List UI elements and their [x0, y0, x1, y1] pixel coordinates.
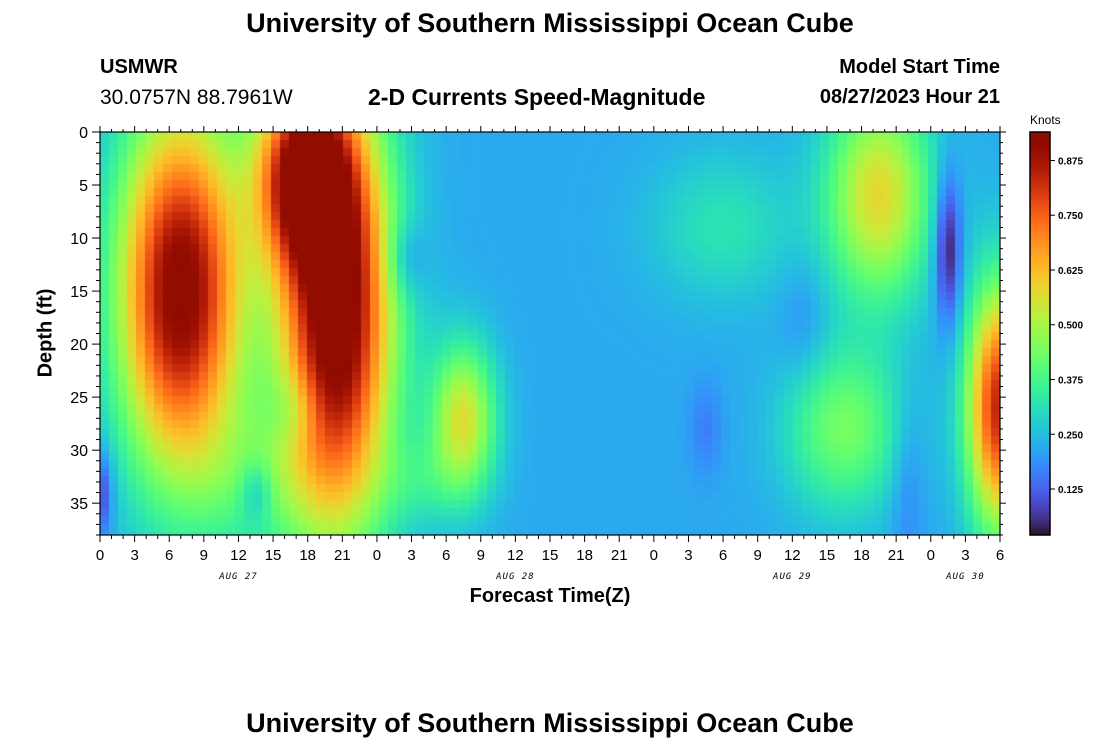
y-tick-label: 5	[79, 178, 88, 195]
x-tick-label: 6	[165, 547, 173, 564]
station-coordinates: 30.0757N 88.7961W	[100, 86, 293, 109]
speed-heatmap	[100, 132, 1000, 535]
x-axis: 0 3 6 9 12 15 18 21 0 3 6 9 12 15 18 21 0 3 6 9 12 15 18 21 0 3 6	[96, 126, 1004, 564]
colorbar-tick-label: 0.250	[1058, 430, 1083, 441]
x-tick-label: 15	[819, 547, 836, 564]
x-tick-label: 9	[477, 547, 485, 564]
colorbar-unit-label: Knots	[1030, 113, 1061, 127]
x-tick-label: 0	[650, 547, 658, 564]
date-labels: AUG 27 AUG 28 AUG 29 AUG 30	[218, 572, 985, 582]
x-tick-label: 18	[853, 547, 870, 564]
x-tick-label: 6	[442, 547, 450, 564]
station-id: USMWR	[100, 56, 178, 78]
x-tick-label: 6	[996, 547, 1004, 564]
date-label: AUG 28	[495, 572, 535, 582]
x-tick-label: 0	[927, 547, 935, 564]
y-axis: 0 5 10 15 20 25 30 35	[70, 125, 1006, 536]
y-axis-label: Depth (ft)	[34, 288, 57, 378]
date-label: AUG 29	[772, 572, 812, 582]
x-tick-label: 0	[373, 547, 381, 564]
x-tick-label: 3	[407, 547, 415, 564]
x-tick-label: 12	[230, 547, 247, 564]
colorbar-gradient	[1030, 132, 1050, 535]
chart-subtitle: 2-D Currents Speed-Magnitude	[368, 84, 706, 110]
x-tick-label: 12	[507, 547, 524, 564]
plot-border	[99, 131, 1001, 536]
x-tick-label: 3	[961, 547, 969, 564]
colorbar-border	[1029, 131, 1051, 536]
y-tick-label: 35	[70, 496, 88, 513]
x-tick-label: 6	[719, 547, 727, 564]
colorbar-axis: 0.125 0.250 0.375 0.500 0.625 0.750 0.875	[1050, 156, 1083, 496]
y-tick-label: 10	[70, 231, 88, 248]
page-title: University of Southern Mississippi Ocean…	[246, 8, 854, 38]
colorbar-tick-label: 0.750	[1058, 211, 1083, 222]
colorbar-tick-label: 0.125	[1058, 485, 1083, 496]
colorbar-tick-label: 0.500	[1058, 321, 1083, 332]
y-tick-label: 25	[70, 390, 88, 407]
x-tick-label: 3	[130, 547, 138, 564]
x-tick-label: 18	[576, 547, 593, 564]
plot-frame	[99, 131, 1051, 536]
y-tick-label: 30	[70, 443, 88, 460]
x-tick-label: 21	[611, 547, 628, 564]
model-start-value: 08/27/2023 Hour 21	[819, 86, 1000, 108]
date-label: AUG 30	[945, 572, 985, 582]
x-tick-label: 0	[96, 547, 104, 564]
x-tick-label: 21	[888, 547, 905, 564]
x-axis-label: Forecast Time(Z)	[469, 585, 631, 607]
x-tick-label: 18	[299, 547, 316, 564]
x-tick-label: 21	[334, 547, 351, 564]
x-tick-label: 3	[684, 547, 692, 564]
model-start-label: Model Start Time	[839, 56, 1000, 78]
x-tick-label: 15	[542, 547, 559, 564]
colorbar-tick-label: 0.375	[1058, 375, 1083, 386]
y-tick-label: 0	[79, 125, 88, 142]
y-tick-label: 20	[70, 337, 88, 354]
colorbar-tick-label: 0.875	[1058, 156, 1083, 167]
y-tick-label: 15	[70, 284, 88, 301]
x-tick-label: 12	[784, 547, 801, 564]
x-tick-label: 15	[265, 547, 282, 564]
colorbar-tick-label: 0.625	[1058, 266, 1083, 277]
date-label: AUG 27	[218, 572, 258, 582]
x-tick-label: 9	[754, 547, 762, 564]
footer-title: University of Southern Mississippi Ocean…	[246, 708, 854, 738]
x-tick-label: 9	[200, 547, 208, 564]
